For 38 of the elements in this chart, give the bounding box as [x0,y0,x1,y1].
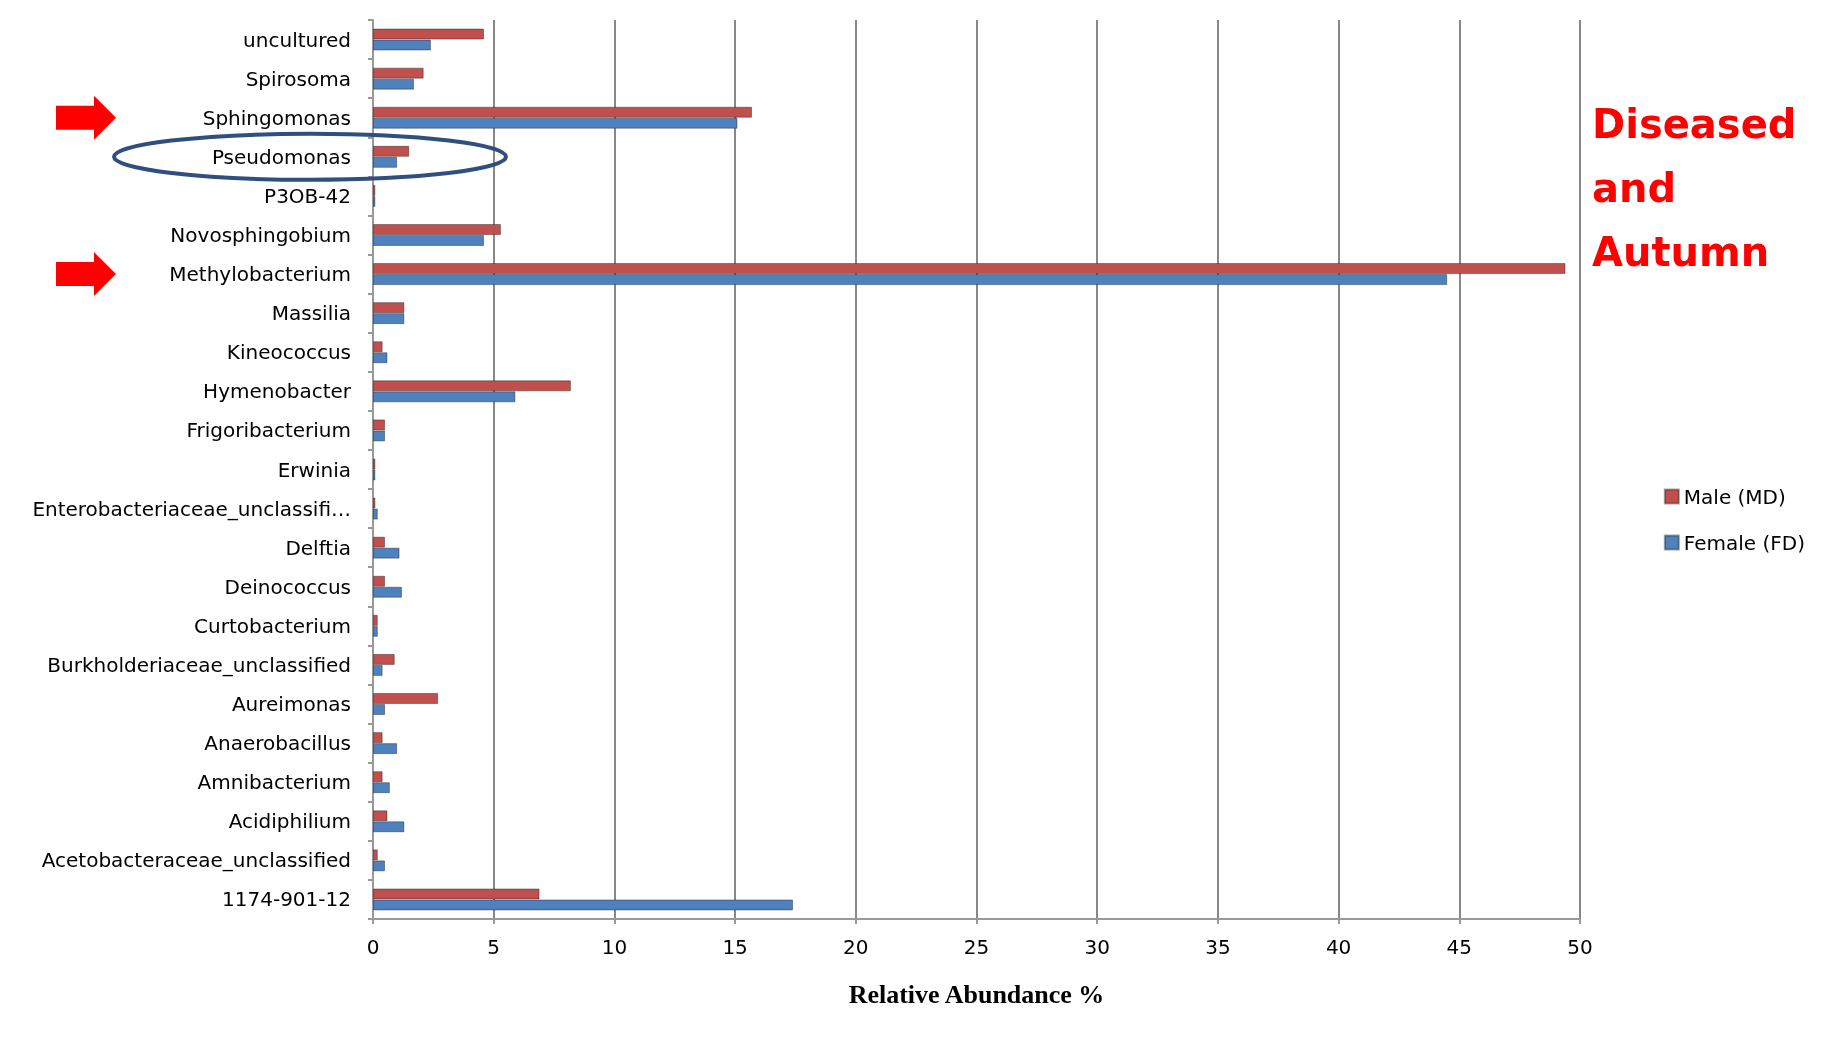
x-tick-label: 10 [601,935,628,959]
y-tick-label: Acidiphilium [228,809,351,834]
y-tick-label: Delftia [285,535,351,560]
x-tick-label: 50 [1567,935,1593,959]
y-tick-label: Hymenobacter [203,379,352,404]
x-tick-label: 25 [963,935,990,959]
y-tick-label: Pseudomonas [211,144,351,169]
y-tick-label: Sphingomonas [202,105,351,130]
x-tick-label: 30 [1084,935,1110,959]
y-tick-label: uncultured [243,27,351,52]
y-tick-label: Methylobacterium [169,262,351,287]
y-tick-label: Anaerobacillus [204,731,351,756]
x-tick-label: 5 [487,935,501,959]
y-tick-label: Burkholderiaceae_unclassified [47,652,351,677]
x-tick-label: 0 [366,935,380,959]
y-tick-label: Enterobacteriaceae_unclassifi… [32,496,351,521]
y-tick-label: Curtobacterium [194,613,351,638]
x-tick-label: 45 [1446,935,1473,959]
y-tick-label: Frigoribacterium [186,418,351,443]
x-tick-label: 40 [1325,935,1352,959]
y-tick-label: P3OB-42 [264,183,351,208]
y-tick-label: 1174-901-12 [222,887,351,912]
y-tick-label: Spirosoma [245,66,351,91]
y-tick-label: Aureimonas [231,692,351,717]
x-tick-label: 20 [843,935,869,959]
x-tick-label: 35 [1205,935,1231,959]
x-axis-title: Relative Abundance % [848,979,1105,1009]
legend-label: Female (FD) [1683,530,1806,555]
y-tick-label: Erwinia [277,457,351,482]
y-tick-label: Acetobacteraceae_unclassified [41,848,351,873]
y-tick-label: Amnibacterium [197,770,351,795]
y-tick-label: Massilia [271,301,351,326]
text: Diseased and Autumn [1592,101,1811,275]
legend-label: Male (MD) [1683,484,1786,509]
y-tick-label: Novosphingobium [170,222,351,247]
x-tick-label: 15 [722,935,748,959]
y-tick-label: Deinococcus [224,574,351,599]
y-tick-label: Kineococcus [226,340,351,365]
